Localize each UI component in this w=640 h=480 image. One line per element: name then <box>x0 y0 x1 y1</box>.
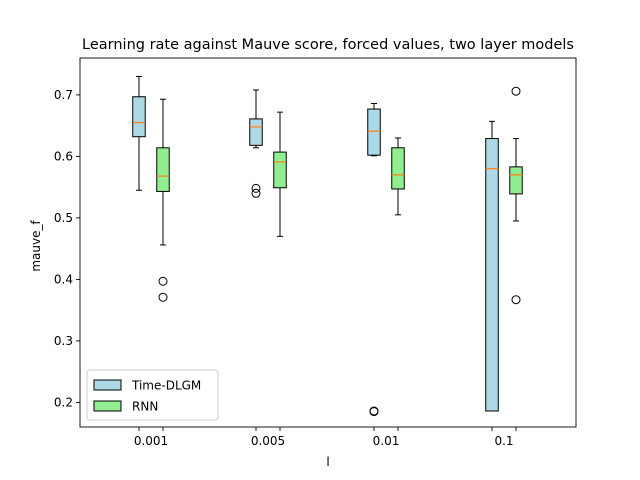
outlier-point <box>369 406 379 416</box>
y-tick-label: 0.7 <box>54 88 73 102</box>
iqr-box <box>249 118 263 146</box>
iqr-box <box>509 166 523 195</box>
outlier-point <box>251 183 261 193</box>
y-tick-label: 0.2 <box>54 395 73 409</box>
outlier-point <box>251 188 261 198</box>
y-tick-label: 0.6 <box>54 149 73 163</box>
legend-label: Time-DLGM <box>131 379 201 393</box>
box-time-dlgm-0.005 <box>249 89 263 198</box>
iqr-box <box>391 147 405 190</box>
y-axis-label: mauve_f <box>29 220 43 272</box>
outlier-point <box>158 292 168 302</box>
box-rnn-0.005 <box>273 111 287 237</box>
box-time-dlgm-0.001 <box>132 75 146 191</box>
y-tick-label: 0.3 <box>54 334 73 348</box>
outlier-point <box>511 86 521 96</box>
box-rnn-0.01 <box>391 137 405 216</box>
iqr-box <box>367 108 381 156</box>
plot-area: 0.2 0.3 0.4 0.5 0.6 0.7 0.001 0.005 0.01 0.1 <box>54 57 577 448</box>
box-rnn-0.001 <box>156 98 170 302</box>
iqr-box <box>132 96 146 138</box>
y-tick-label: 0.5 <box>54 211 73 225</box>
chart-title: Learning rate against Mauve score, force… <box>82 37 574 53</box>
box-time-dlgm-0.1 <box>485 120 499 412</box>
legend-label: RNN <box>132 400 158 414</box>
x-tick-label: 0.005 <box>251 434 285 448</box>
legend-swatch <box>93 379 122 391</box>
y-tick-label: 0.4 <box>54 272 73 286</box>
box-rnn-0.1 <box>509 86 523 305</box>
legend-swatch <box>93 400 122 412</box>
iqr-box <box>156 147 170 192</box>
outlier-point <box>511 295 521 305</box>
legend: Time-DLGM RNN <box>86 369 219 421</box>
iqr-box <box>485 138 499 412</box>
x-axis-label: l <box>326 455 329 469</box>
x-tick-label: 0.001 <box>134 434 168 448</box>
outlier-point <box>158 276 168 286</box>
box-time-dlgm-0.01 <box>367 103 381 417</box>
plot-frame <box>79 57 577 428</box>
iqr-box <box>273 151 287 189</box>
x-tick-label: 0.01 <box>373 434 400 448</box>
x-tick-label: 0.1 <box>494 434 513 448</box>
